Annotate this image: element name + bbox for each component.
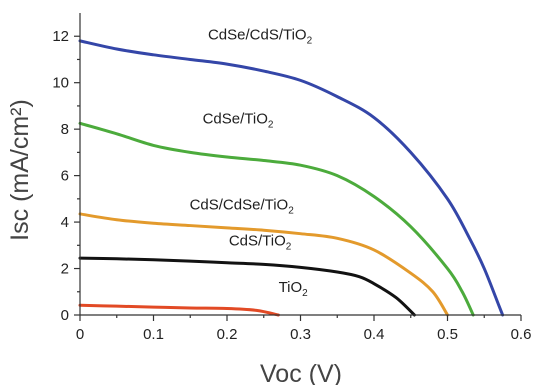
series-label-main: CdSe/CdS/TiO (208, 27, 307, 44)
series-label-0: CdSe/CdS/TiO2 (208, 27, 313, 47)
series-label-subscript: 2 (288, 205, 294, 216)
series-labels: CdSe/CdS/TiO2CdSe/TiO2CdS/CdSe/TiO2CdS/T… (190, 27, 313, 299)
x-tick-label: 0.3 (290, 326, 311, 343)
y-tick-label: 6 (61, 168, 69, 185)
x-tick-label: 0.2 (217, 326, 238, 343)
plot-area (78, 39, 505, 317)
axes: 0 0.1 0.2 0.3 0.4 0.5 0.6 0 2 4 6 8 10 12 (52, 13, 531, 343)
y-axis-title: Isc (mA/cm²) (6, 99, 34, 241)
series-label-4: TiO2 (279, 279, 309, 299)
y-tick-label: 8 (61, 121, 69, 138)
x-tick-label: 0.1 (143, 326, 164, 343)
series-line-2 (78, 212, 449, 317)
x-tick-label: 0 (76, 326, 84, 343)
x-tick-label: 0.6 (511, 326, 532, 343)
x-tick-label: 0.4 (364, 326, 385, 343)
series-label-3: CdS/TiO2 (229, 232, 292, 252)
series-line-0 (78, 39, 505, 317)
y-tick-label: 2 (61, 261, 69, 278)
y-tick-label: 10 (52, 75, 69, 92)
series-line-4 (78, 303, 280, 317)
series-line-1 (78, 121, 475, 317)
series-label-subscript: 2 (268, 119, 274, 130)
y-tick-label: 0 (61, 307, 69, 324)
series-label-main: CdSe/TiO (203, 110, 268, 127)
series-label-subscript: 2 (307, 36, 313, 47)
series-label-subscript: 2 (302, 288, 308, 299)
series-label-main: CdS/TiO (229, 232, 286, 249)
series-label-1: CdSe/TiO2 (203, 110, 274, 130)
x-tick-label: 0.5 (437, 326, 458, 343)
series-line-3 (78, 256, 416, 317)
y-tick-label: 12 (52, 28, 69, 45)
series-label-2: CdS/CdSe/TiO2 (190, 196, 295, 216)
y-tick-label: 4 (61, 214, 69, 231)
series-label-main: CdS/CdSe/TiO (190, 196, 289, 213)
series-label-main: TiO (279, 279, 303, 296)
x-axis-title: Voc (V) (260, 360, 342, 385)
series-label-subscript: 2 (286, 241, 292, 252)
